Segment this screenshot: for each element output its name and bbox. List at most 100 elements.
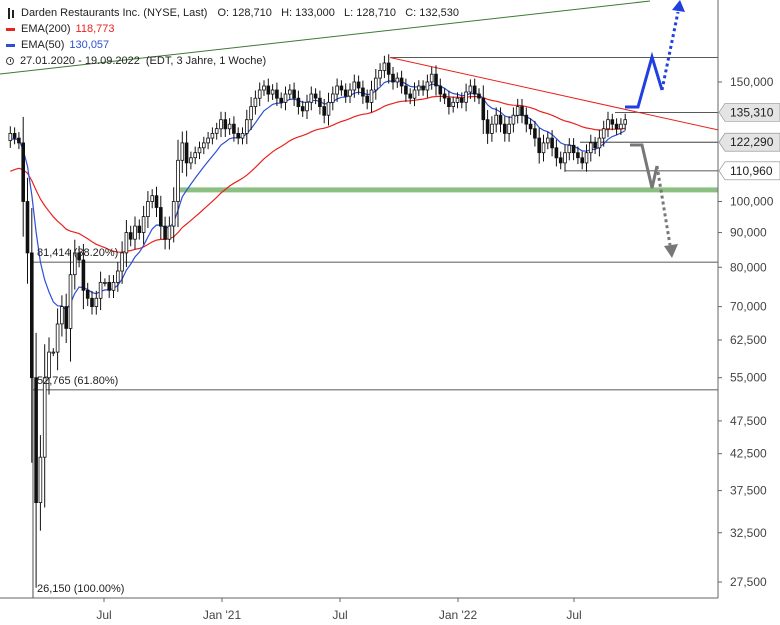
- candle-body: [369, 89, 374, 103]
- y-tick-label: 62,500: [730, 333, 767, 347]
- bullish-scenario-path: [625, 51, 664, 109]
- candle-body: [580, 157, 584, 164]
- bullish-dotted-arrow: [660, 11, 680, 91]
- candle-body: [593, 142, 597, 149]
- candle-body: [584, 152, 589, 164]
- candle-body: [51, 351, 56, 354]
- candle-body: [335, 85, 339, 95]
- candle-body: [546, 137, 550, 144]
- candle-body: [85, 289, 90, 299]
- fib-level-label: 81,414 (38.20%): [37, 247, 118, 259]
- candle-body: [275, 89, 279, 99]
- candle-body: [438, 85, 443, 95]
- support-zone-band: [180, 187, 718, 193]
- candle-body: [558, 157, 563, 164]
- candle-body: [257, 89, 262, 99]
- ema50-line: [10, 79, 626, 311]
- candle-body: [116, 270, 120, 283]
- candle-body: [244, 119, 249, 134]
- candle-body: [361, 87, 365, 97]
- candle-body: [313, 93, 318, 99]
- candle-body: [34, 377, 38, 504]
- ohlc-values: O: 128,710 H: 133,000 L: 128,710 C: 132,…: [217, 7, 460, 19]
- candle-body: [64, 306, 69, 329]
- candle-body: [21, 142, 25, 202]
- bearish-dotted-arrow: [655, 165, 672, 246]
- candle-body: [111, 281, 116, 291]
- candle-body: [176, 159, 180, 202]
- candle-body: [25, 201, 30, 254]
- candle-body: [416, 85, 421, 91]
- candle-body: [502, 123, 507, 134]
- candle-body: [472, 85, 477, 95]
- candle-body: [408, 93, 412, 99]
- candle-body: [201, 142, 206, 149]
- candle-body: [373, 77, 378, 91]
- chart-legend: Darden Restaurants Inc. (NYSE, Last) O: …: [6, 5, 459, 69]
- candle-body: [447, 97, 451, 107]
- x-tick-label: Jul: [96, 608, 111, 622]
- candle-body: [107, 281, 112, 291]
- x-tick-label: Jan '21: [203, 608, 242, 622]
- candle-body: [425, 81, 430, 91]
- candle-body: [137, 225, 142, 234]
- candle-body: [619, 123, 623, 130]
- candle-body: [90, 297, 94, 307]
- candle-body: [193, 152, 198, 159]
- candle-body: [356, 81, 361, 89]
- candle-body: [189, 157, 193, 164]
- bearish-scenario-path: [630, 143, 659, 189]
- candle-body: [541, 142, 546, 154]
- candle-body: [597, 137, 602, 149]
- fib-level-label: 52,765 (61.80%): [37, 375, 118, 387]
- candle-body: [515, 106, 520, 116]
- candle-body: [442, 93, 447, 99]
- candle-body: [567, 144, 572, 154]
- candle-body: [386, 62, 391, 75]
- x-tick-label: Jan '22: [439, 608, 478, 622]
- candle-body: [94, 297, 99, 307]
- candle-body: [296, 97, 301, 107]
- candle-body: [623, 119, 627, 125]
- candle-body: [12, 132, 17, 139]
- candle-body: [17, 137, 21, 144]
- candle-body: [206, 137, 210, 144]
- candle-body: [141, 216, 146, 233]
- resistance-price-label: 122,290: [730, 135, 774, 149]
- candle-body: [455, 97, 460, 103]
- candle-body: [133, 225, 137, 240]
- candle-body: [81, 259, 86, 291]
- candle-body: [352, 81, 357, 91]
- candle-body: [150, 195, 155, 202]
- y-tick-label: 42,500: [730, 447, 767, 461]
- y-tick-label: 70,000: [730, 300, 767, 314]
- ema200-value: 118,773: [75, 23, 115, 35]
- y-tick-label: 55,000: [730, 371, 767, 385]
- support-price-tag: [718, 161, 780, 181]
- legend-period-row: 27.01.2020 - 19.09.2022 (EDT, 3 Jahre, 1…: [6, 53, 459, 69]
- ema200-label: EMA(200): [21, 23, 71, 35]
- candle-body: [29, 252, 34, 379]
- candle-body: [309, 93, 314, 103]
- candle-body: [571, 144, 576, 154]
- candle-body: [606, 119, 610, 130]
- candle-body: [249, 106, 253, 121]
- legend-ema50-row: EMA(50) 130,057: [6, 37, 459, 53]
- candle-body: [270, 89, 275, 95]
- candle-body: [563, 152, 567, 164]
- candle-body: [330, 93, 335, 103]
- candle-body: [219, 119, 223, 130]
- candle-body: [537, 137, 541, 154]
- scenario-arrows: [625, 0, 685, 258]
- bullish-arrowhead-icon: [672, 0, 685, 12]
- candle-body: [459, 97, 464, 103]
- candle-body: [477, 93, 481, 99]
- y-tick-label: 27,500: [730, 575, 767, 589]
- candle-body: [365, 95, 369, 103]
- candle-body: [533, 128, 537, 139]
- candle-body: [253, 97, 258, 107]
- candle-body: [404, 85, 408, 95]
- ema50-label: EMA(50): [21, 39, 65, 51]
- candle-body: [197, 147, 202, 154]
